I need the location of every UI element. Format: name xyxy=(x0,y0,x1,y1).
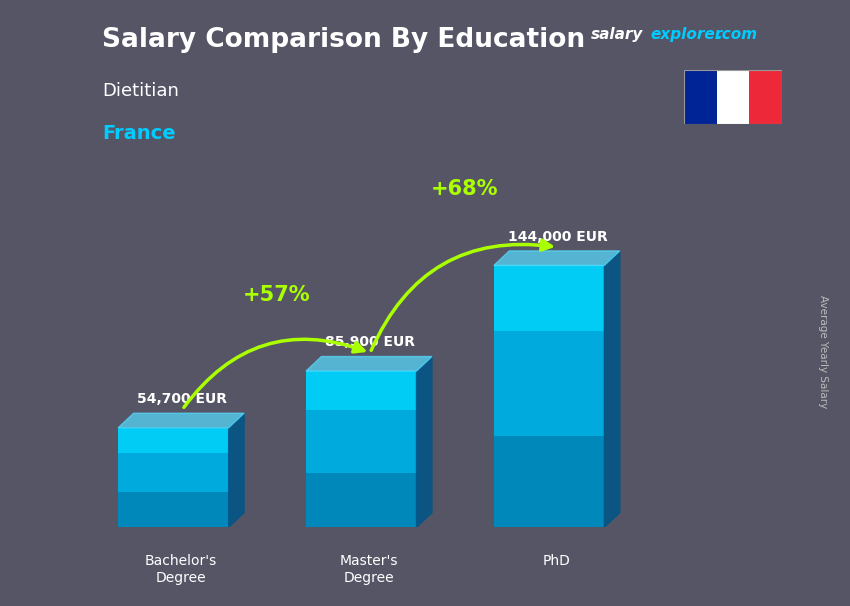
Text: Dietitian: Dietitian xyxy=(102,82,178,100)
Bar xyxy=(306,371,416,410)
Polygon shape xyxy=(118,413,244,428)
Text: 85,900 EUR: 85,900 EUR xyxy=(325,335,415,349)
Polygon shape xyxy=(416,356,432,527)
Text: +68%: +68% xyxy=(430,179,498,199)
Bar xyxy=(684,70,717,124)
Bar xyxy=(306,410,416,473)
Text: 54,700 EUR: 54,700 EUR xyxy=(137,392,227,406)
Text: .com: .com xyxy=(717,27,757,42)
Bar xyxy=(118,453,229,493)
Bar xyxy=(306,473,416,527)
Bar xyxy=(750,70,782,124)
Polygon shape xyxy=(229,413,244,527)
Text: PhD: PhD xyxy=(543,554,570,568)
Text: Master's
Degree: Master's Degree xyxy=(340,554,399,585)
Bar xyxy=(494,331,604,436)
Bar xyxy=(494,265,604,331)
Text: salary: salary xyxy=(591,27,643,42)
Text: Average Yearly Salary: Average Yearly Salary xyxy=(818,295,828,408)
Text: explorer: explorer xyxy=(650,27,722,42)
Bar xyxy=(717,70,750,124)
Polygon shape xyxy=(604,251,620,527)
Text: 144,000 EUR: 144,000 EUR xyxy=(508,230,608,244)
Text: France: France xyxy=(102,124,176,143)
Polygon shape xyxy=(306,356,432,371)
Bar xyxy=(118,428,229,453)
Text: Salary Comparison By Education: Salary Comparison By Education xyxy=(102,27,585,53)
Bar xyxy=(118,493,229,527)
Polygon shape xyxy=(494,251,620,265)
Text: Bachelor's
Degree: Bachelor's Degree xyxy=(145,554,218,585)
Text: +57%: +57% xyxy=(242,285,310,305)
Bar xyxy=(494,436,604,527)
